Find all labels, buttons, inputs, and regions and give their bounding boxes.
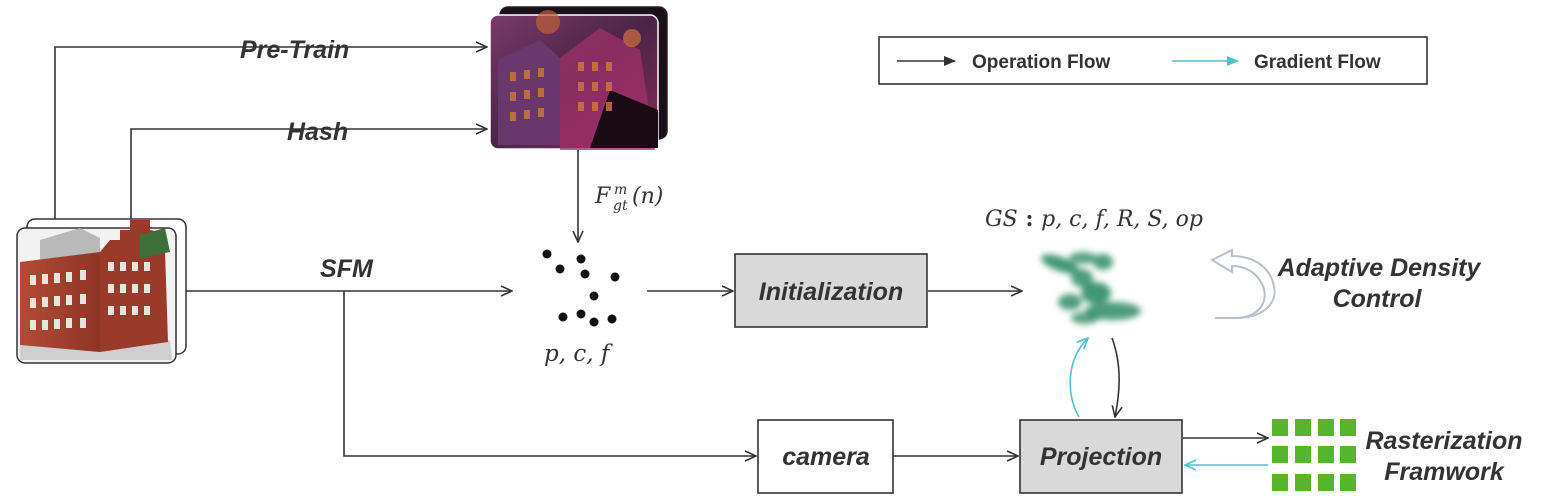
feature-map-stack-icon bbox=[489, 6, 668, 150]
edge-sfm-camera bbox=[343, 291, 756, 456]
camera-label: camera bbox=[782, 443, 870, 471]
adaptive-density-label-line2: Control bbox=[1333, 285, 1423, 313]
initialization-label: Initialization bbox=[759, 278, 903, 306]
gs-prefix: GS bbox=[985, 207, 1018, 232]
operation-edges bbox=[54, 47, 1268, 456]
gaussian-splats-icon bbox=[1041, 252, 1141, 324]
raster-label-line1: Rasterization bbox=[1366, 427, 1523, 455]
gs-separator: : bbox=[1018, 206, 1041, 232]
legend-frame bbox=[878, 36, 1428, 85]
gs-params: p, c, f, R, S, op bbox=[1041, 207, 1203, 232]
building-photo-stack-icon bbox=[16, 218, 187, 364]
projection-label: Projection bbox=[1040, 443, 1162, 471]
label-sfm: SFM bbox=[320, 255, 374, 283]
legend: Operation Flow Gradient Flow bbox=[878, 36, 1428, 85]
adaptive-density-label-line1: Adaptive Density bbox=[1277, 254, 1482, 282]
feature-map-symbol: F bbox=[594, 184, 611, 209]
feature-map-superscript: m bbox=[614, 182, 627, 198]
edge-projection-gs-gradient bbox=[1069, 338, 1088, 418]
feature-map-label: F m gt (n) bbox=[594, 182, 663, 214]
label-pre-train: Pre-Train bbox=[240, 36, 349, 64]
initialization-box bbox=[734, 253, 928, 328]
edge-pre-train bbox=[54, 47, 487, 219]
points-label: p, c, f bbox=[544, 341, 613, 367]
gradient-edges bbox=[1069, 338, 1268, 465]
gs-label: GS : p, c, f, R, S, op bbox=[985, 206, 1203, 232]
camera-box bbox=[757, 419, 894, 494]
raster-label-line2: Framwork bbox=[1384, 458, 1505, 486]
raster-grid-icon bbox=[1272, 419, 1356, 491]
edge-hash bbox=[130, 129, 487, 219]
curved-loop-arrow-icon bbox=[1209, 248, 1276, 319]
edge-gs-projection bbox=[1111, 337, 1119, 417]
projection-box bbox=[1019, 419, 1183, 494]
legend-operation-label: Operation Flow bbox=[972, 52, 1111, 73]
label-hash: Hash bbox=[287, 118, 348, 146]
feature-map-argument: (n) bbox=[632, 184, 663, 209]
feature-map-subscript: gt bbox=[613, 198, 628, 214]
legend-gradient-label: Gradient Flow bbox=[1254, 52, 1381, 73]
point-cloud-icon bbox=[542, 249, 620, 327]
